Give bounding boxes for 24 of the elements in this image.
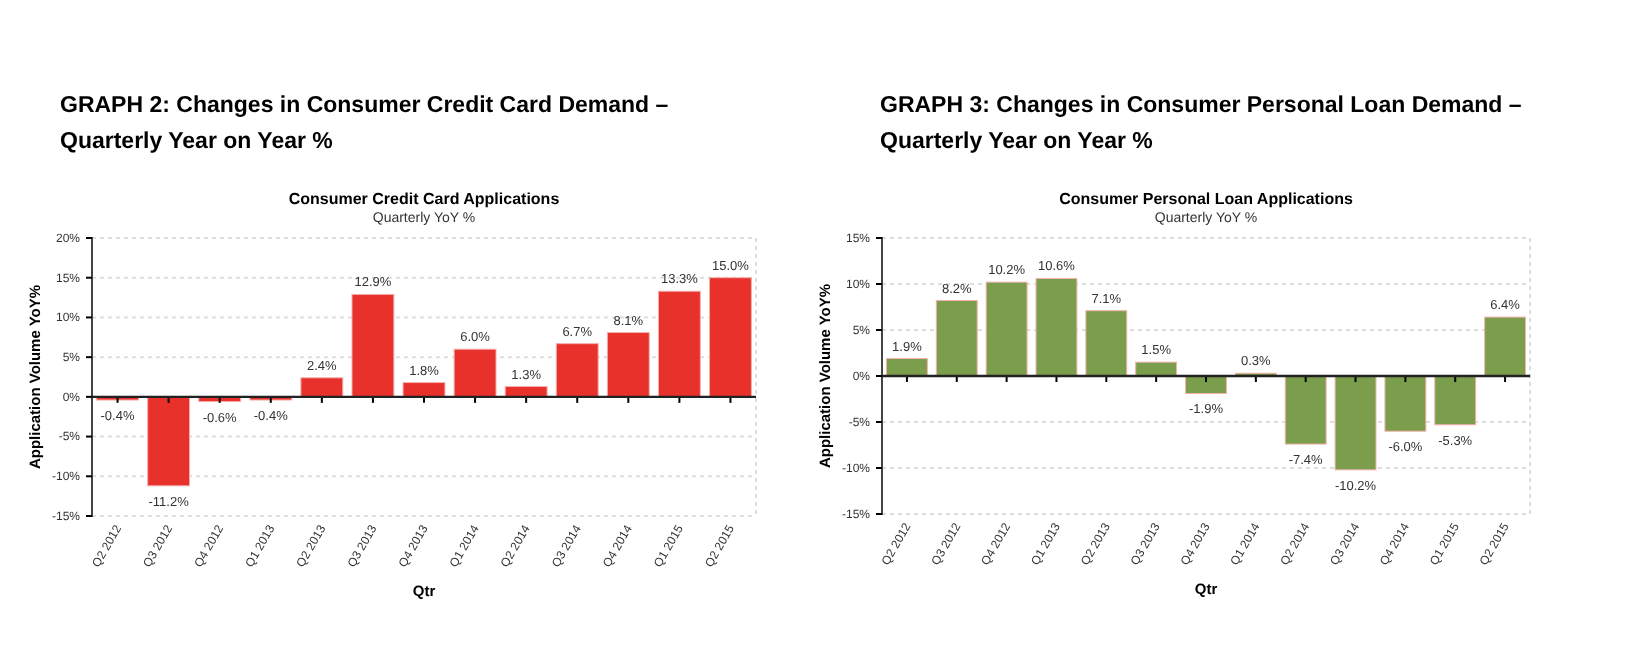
bar <box>985 281 1028 377</box>
bar <box>885 358 928 377</box>
chart-title: Consumer Credit Card Applications <box>288 190 561 208</box>
bar <box>1384 375 1427 432</box>
bar <box>657 290 701 398</box>
bar <box>935 300 978 377</box>
bar <box>1185 375 1227 394</box>
bar <box>1035 277 1078 377</box>
bar <box>147 396 191 487</box>
bar <box>402 382 446 398</box>
bar <box>555 343 599 398</box>
bar <box>453 348 497 398</box>
bar <box>1085 310 1128 377</box>
bar <box>351 293 395 398</box>
bar <box>606 332 650 398</box>
caption: GRAPH 3: Changes in Consumer Personal Loan Demand – Quarterly Year on Year % <box>880 94 1523 154</box>
bar <box>709 277 752 398</box>
bar <box>1484 316 1527 377</box>
bar <box>1434 375 1477 426</box>
bar <box>300 377 344 398</box>
bar <box>1334 375 1377 471</box>
chart-title: Consumer Personal Loan Applications <box>1059 190 1354 208</box>
bar <box>1284 375 1327 445</box>
caption: GRAPH 2: Changes in Consumer Credit Card Demand – Quarterly Year on Year % <box>60 94 670 154</box>
